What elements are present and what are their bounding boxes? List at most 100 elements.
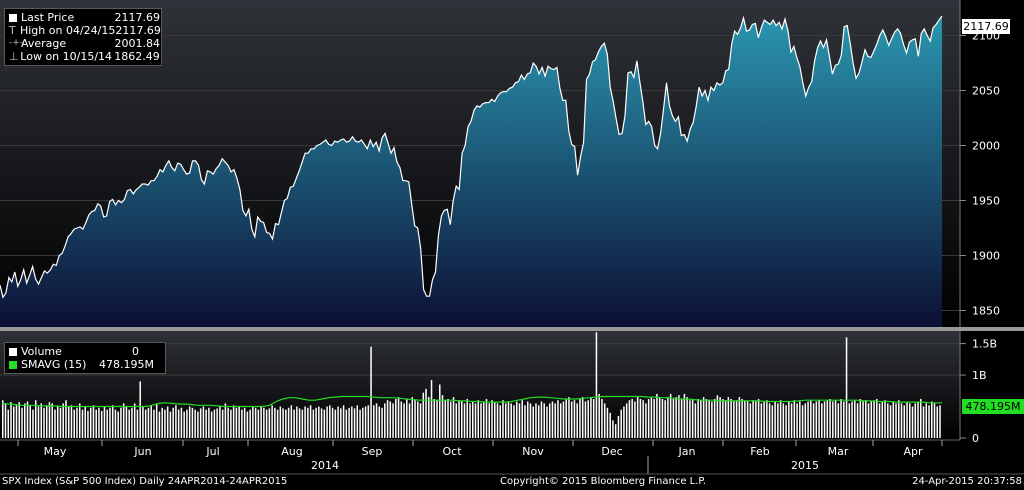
volume-bar [40,403,42,438]
volume-bar [595,332,598,438]
volume-bar [812,403,815,438]
smavg-line [1,395,942,408]
volume-bar [158,411,161,438]
volume-bar [493,401,496,438]
volume-bar [675,397,677,438]
volume-bar [298,408,301,438]
volume-bar [801,405,804,438]
volume-bar [164,409,166,438]
volume-bar [785,405,787,438]
volume-bar [647,399,650,438]
volume-bar [928,405,930,438]
legend-value: 2117.69 [115,24,161,37]
smavg-swatch [9,361,17,369]
volume-bar [386,400,389,438]
volume-bar [114,409,117,438]
volume-bar [359,409,361,438]
volume-bar [161,407,163,438]
legend-label: Volume [21,345,62,358]
volume-bar [834,400,837,438]
volume-bar [337,406,339,438]
volume-bar [48,402,51,438]
month-label: Jul [205,445,219,458]
legend-row-low: ⊥ Low on 10/15/14 1862.49 [9,50,160,63]
volume-bar [537,405,540,438]
volume-bar [617,416,620,438]
volume-bar [606,407,609,438]
volume-bar [702,397,705,438]
volume-bar [389,401,392,438]
volume-bar [936,406,939,438]
volume-bar [656,393,658,438]
volume-bar [645,403,647,438]
volume-bar [199,408,202,438]
volume-y-axis: 1.5B 1B 0 [960,338,997,445]
month-label: Apr [903,445,923,458]
volume-bar [562,401,565,438]
volume-bar [821,403,823,438]
x-axis-band [0,440,960,474]
average-marker-icon: -+- [9,38,24,48]
legend-row-average: -+- Average 2001.84 [9,37,160,50]
volume-bar [70,405,73,438]
volume-bar [779,400,782,438]
volume-bar [788,401,790,438]
volume-bar [120,407,122,438]
month-label: Dec [601,445,622,458]
volume-tick-label: 0 [972,432,979,445]
volume-bar [84,406,86,438]
volume-bar [601,399,603,438]
volume-bar [202,406,205,438]
volume-bar [197,411,199,438]
volume-bar [232,405,235,438]
volume-bar [612,420,614,438]
volume-bar [752,400,754,438]
volume-bar [689,400,691,438]
volume-bar [395,399,397,438]
volume-bar [351,406,353,438]
volume-bar [730,399,732,438]
volume-bar [568,397,570,438]
volume-bar [727,397,730,438]
volume-bar [757,399,760,438]
volume-bar [254,407,257,438]
volume-bar [889,405,892,438]
legend-label: High on 04/24/15 [19,24,116,37]
volume-bar [235,407,238,438]
volume-bar [172,407,174,438]
volume-bar [570,401,573,438]
volume-bar [56,405,59,438]
volume-bar [499,405,501,438]
volume-bar [334,409,337,438]
volume-bar [733,401,735,438]
volume-bar [224,403,227,438]
volume-bar [540,401,543,438]
volume-bar [100,410,103,438]
volume-bar [906,401,908,438]
volume-bar [491,400,493,438]
volume-bar [345,409,348,438]
volume-bar [507,401,510,438]
volume-bar [859,399,862,438]
volume-bar [136,409,139,438]
month-label: Oct [442,445,462,458]
year-label: 2014 [311,459,339,472]
volume-bar [430,380,433,438]
volume-bar [708,400,710,438]
volume-bar [766,400,768,438]
volume-bar [818,400,820,438]
volume-bar [636,397,639,438]
volume-bar [439,384,441,438]
volume-bar [219,406,221,438]
volume-bar [191,407,194,438]
volume-bar [183,411,185,438]
volume-bar [312,409,315,438]
volume-bar [29,405,31,438]
volume-bar [634,401,636,438]
volume-bar [89,407,92,438]
volume-tick-label: 1.5B [972,338,997,351]
volume-bar [620,409,622,438]
volume-bar [482,401,485,438]
volume-bar [98,407,100,438]
volume-bar [474,403,477,438]
